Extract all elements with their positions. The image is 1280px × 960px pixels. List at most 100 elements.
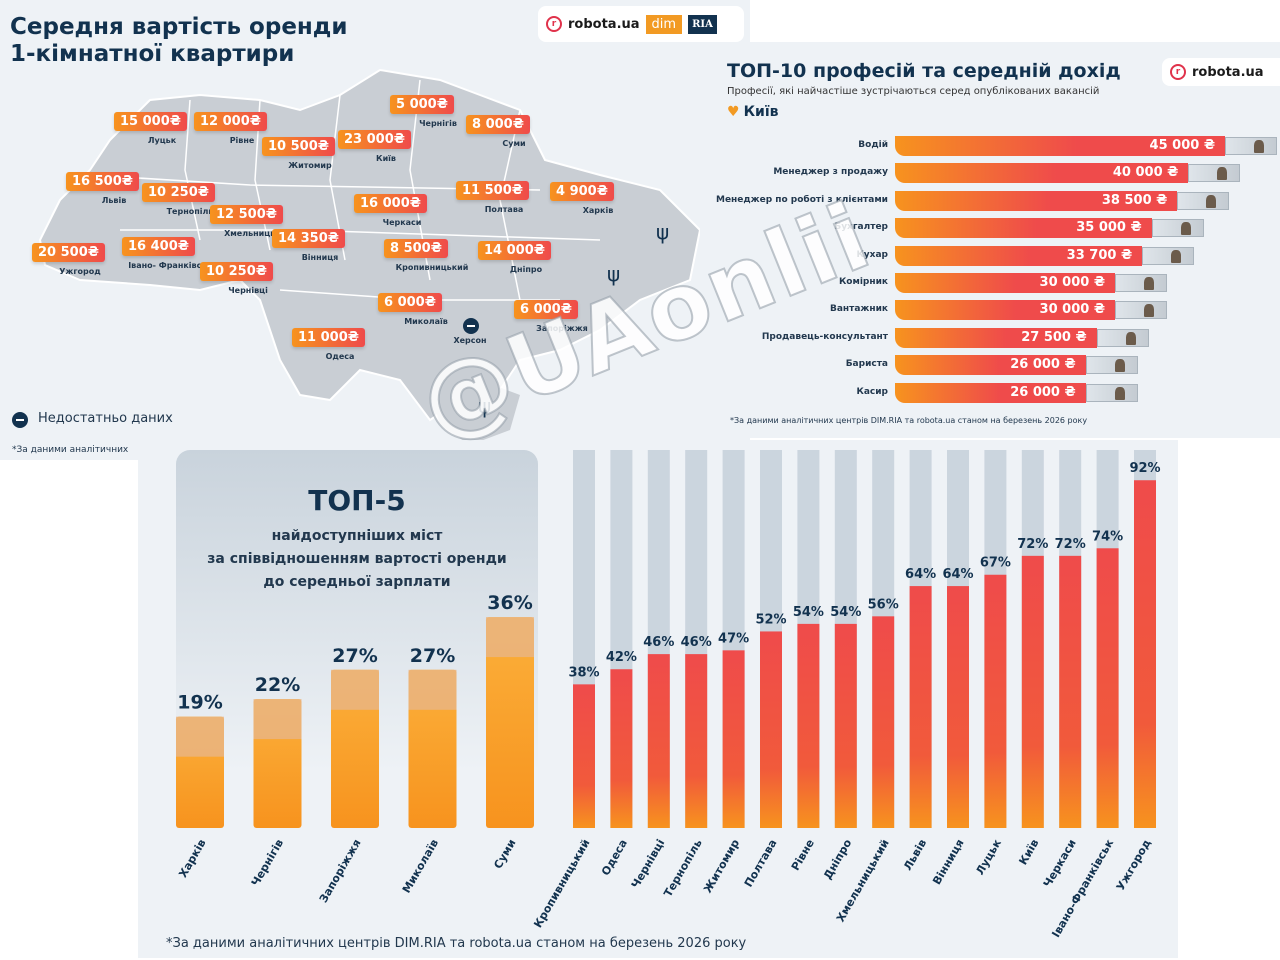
profession-row: Кухар 33 700 ₴ — [700, 245, 1280, 266]
professions-footnote: *За даними аналітичних центрів DIM.RIA т… — [730, 416, 1088, 425]
ratio-value-label: 74% — [1092, 529, 1123, 544]
city-name: Київ — [376, 154, 396, 163]
city-name: Дніпро — [509, 265, 543, 274]
profession-value: 45 000 ₴ — [1149, 138, 1215, 153]
profession-row: Менеджер по роботі з клієнтами 38 500 ₴ — [700, 190, 1280, 211]
city-axis-label: Житомир — [701, 837, 742, 895]
logos-header: r robota.ua dim RIA — [538, 6, 744, 42]
profession-label: Вантажник — [829, 304, 888, 315]
robota-logo-text: robota.ua — [568, 16, 640, 32]
city-axis-label: Чернівці — [629, 837, 668, 891]
map-footnote: *За даними аналітичних — [12, 445, 129, 455]
profession-label: Касир — [856, 386, 888, 397]
city-axis-label: Львів — [901, 837, 929, 873]
city-price-tag: 11 000₴ — [292, 328, 365, 347]
city-price-tag: 10 500₴ — [262, 137, 335, 156]
professions-panel: ТОП-10 професій та середній дохід Профес… — [700, 42, 1280, 438]
ratio-bar — [797, 623, 820, 828]
ratio-value-label: 54% — [830, 605, 861, 620]
city-axis-label: Черкаси — [1041, 837, 1079, 890]
city-name: Тернопіль — [166, 207, 214, 216]
ratio-value-label: 56% — [868, 597, 899, 612]
ratio-value-label: 67% — [980, 556, 1011, 571]
city-price-tag: 20 500₴ — [32, 243, 105, 262]
city-axis-label: Харків — [176, 837, 208, 880]
nodata-city-name: Херсон — [453, 336, 487, 345]
profession-bar: 35 000 ₴ — [895, 218, 1152, 239]
city-price-tag: 6 000₴ — [514, 300, 578, 319]
no-data-marker-icon — [463, 318, 479, 334]
city-name: Чернівці — [228, 286, 268, 295]
city-axis-label: Чернігів — [249, 837, 286, 889]
city-price-tag: 10 250₴ — [142, 183, 215, 202]
robota-logo-text: robota.ua — [1192, 64, 1264, 80]
ratio-bar — [1021, 555, 1044, 828]
room-illustration-icon — [176, 716, 224, 757]
city-price-tag: 4 900₴ — [550, 182, 614, 201]
ratio-bar-chart: 19% Харків 22% Чернігів 27% Запоріжжя 27% Микол… — [176, 450, 1161, 940]
city-name: Житомир — [288, 161, 332, 170]
city-name: Вінниця — [301, 253, 339, 262]
profession-bar: 30 000 ₴ — [895, 273, 1115, 293]
profession-label: Кухар — [856, 249, 888, 260]
ratio-bar — [722, 650, 745, 828]
city-axis-label: Рівне — [789, 837, 817, 873]
city-price-tag: 16 500₴ — [66, 172, 139, 191]
room-illustration-icon — [253, 699, 302, 740]
professions-city: ♥ Київ — [727, 104, 778, 120]
city-axis-label: Полтава — [742, 837, 780, 889]
city-price-tag: 12 500₴ — [210, 205, 283, 224]
ratio-footnote: *За даними аналітичних центрів DIM.RIA т… — [166, 936, 747, 951]
profession-label: Менеджер по роботі з клієнтами — [715, 194, 888, 205]
city-axis-label: Запоріжжя — [317, 837, 364, 905]
ratio-value-label: 54% — [793, 605, 824, 620]
ratio-value-label: 36% — [487, 592, 532, 614]
city-name: Одеса — [325, 352, 355, 361]
ratio-value-label: 92% — [1129, 461, 1160, 476]
banknote-icon — [1177, 191, 1230, 210]
city-axis-label: Миколаїв — [400, 837, 441, 895]
city-axis-label: Ужгород — [1114, 837, 1154, 893]
dim-logo: dim — [645, 14, 683, 34]
city-price-tag: 16 400₴ — [122, 237, 195, 256]
robota-logo-icon: r — [1170, 64, 1186, 80]
ratio-bar — [760, 631, 782, 828]
profession-value: 38 500 ₴ — [1101, 192, 1168, 208]
city-price-tag: 11 500₴ — [456, 181, 529, 200]
city-axis-label: Київ — [1016, 837, 1041, 867]
ratio-bar — [947, 586, 969, 828]
ratio-value-label: 46% — [681, 635, 712, 650]
ratio-bar — [834, 623, 857, 828]
profession-row: Комірник 30 000 ₴ — [700, 273, 1280, 293]
profession-value: 26 000 ₴ — [1010, 384, 1076, 400]
ratio-bar — [1059, 555, 1082, 828]
legend-no-data-label: Недостатньо даних — [38, 411, 173, 426]
city-axis-label: Одеса — [599, 837, 630, 878]
professions-subtitle: Професії, які найчастіше зустрічаються с… — [727, 86, 1100, 97]
city-price-tag: 12 000₴ — [194, 112, 267, 131]
banknote-icon — [1115, 274, 1167, 292]
ratio-value-label: 72% — [1055, 537, 1086, 552]
profession-label: Бариста — [845, 359, 888, 370]
city-name: Запоріжжя — [536, 324, 588, 333]
profession-bar: 40 000 ₴ — [895, 163, 1189, 184]
city-price-tag: 23 000₴ — [338, 130, 411, 149]
ratio-bar — [984, 574, 1007, 828]
location-pin-icon: ♥ — [727, 104, 740, 120]
ratio-bar — [647, 654, 670, 828]
trident-icon: ψ — [607, 262, 621, 286]
ratio-value-label: 64% — [905, 567, 936, 582]
profession-value: 33 700 ₴ — [1066, 247, 1133, 263]
city-axis-label: Суми — [491, 837, 518, 871]
room-illustration-icon — [408, 669, 457, 710]
profession-value: 30 000 ₴ — [1039, 302, 1105, 318]
ratio-bar — [872, 616, 895, 828]
profession-row: Менеджер з продажу 40 000 ₴ — [700, 163, 1280, 184]
city-axis-label: Луцьк — [973, 837, 1004, 878]
ratio-value-label: 19% — [177, 692, 222, 714]
ratio-value-label: 42% — [606, 650, 637, 665]
top5-title: ТОП-5 — [308, 484, 406, 517]
profession-value: 26 000 ₴ — [1010, 357, 1076, 373]
top5-subtitle-line2: за співвідношенням вартості оренди — [207, 551, 507, 567]
city-price-tag: 6 000₴ — [378, 293, 442, 312]
